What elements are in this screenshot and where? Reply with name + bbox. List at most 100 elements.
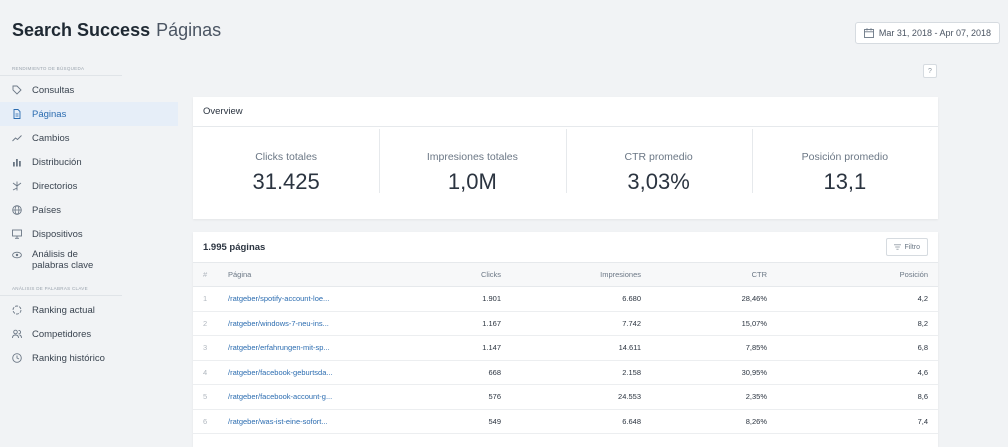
metric-label: Clicks totales — [255, 151, 318, 163]
overview-card: Overview Clicks totales 31.425 Impresion… — [193, 97, 938, 219]
page-link[interactable]: /ratgeber/facebook-account-g... — [228, 392, 333, 402]
sidebar-item-directorios[interactable]: Directorios — [0, 174, 178, 198]
page-link[interactable]: /ratgeber/was-ist-eine-sofort... — [228, 416, 328, 426]
sidebar-item-label: Páginas — [32, 108, 67, 120]
metric-value: 3,03% — [627, 169, 690, 194]
row-number: 3 — [193, 335, 228, 361]
cell-position: 8,6 — [767, 384, 938, 410]
table-toolbar: 1.995 páginas Filtro — [193, 232, 938, 262]
cell-ctr: 15,07% — [641, 311, 767, 336]
monitor-icon — [12, 229, 22, 239]
row-number: 5 — [193, 384, 228, 410]
sidebar-item-dispositivos[interactable]: Dispositivos — [0, 222, 178, 246]
date-range-label: Mar 31, 2018 - Apr 07, 2018 — [878, 28, 991, 38]
column-header-impressions[interactable]: Impresiones — [600, 270, 641, 279]
metric-total-impressions: Impresiones totales 1,0M — [379, 129, 565, 195]
help-button[interactable]: ? — [923, 64, 937, 78]
filter-label: Filtro — [904, 243, 920, 251]
sidebar-item-label: Competidores — [32, 328, 92, 340]
cell-impressions: 24.553 — [501, 384, 641, 410]
sidebar-item-label: Consultas — [32, 84, 75, 96]
sidebar-item-label: Directorios — [32, 180, 78, 192]
document-icon — [12, 109, 22, 119]
metric-total-clicks: Clicks totales 31.425 — [193, 151, 379, 195]
row-number: 1 — [193, 286, 228, 312]
sidebar-item-ranking-historico[interactable]: Ranking histórico — [0, 346, 178, 370]
directory-icon — [12, 181, 22, 191]
sidebar-item-cambios[interactable]: Cambios — [0, 126, 178, 150]
sidebar-item-label: Dispositivos — [32, 228, 83, 240]
sidebar-item-distribucion[interactable]: Distribución — [0, 150, 178, 174]
cell-position: 4,6 — [767, 360, 938, 385]
globe-icon — [12, 205, 22, 215]
sidebar-item-competidores[interactable]: Competidores — [0, 322, 178, 346]
sidebar-item-label: Análisis de palabras clave — [32, 249, 94, 271]
table-row: 6 /ratgeber/was-ist-eine-sofort... 549 6… — [193, 409, 938, 434]
column-header-position[interactable]: Posición — [899, 270, 928, 279]
table-row: 1 /ratgeber/spotify-account-loe... 1.901… — [193, 286, 938, 312]
metric-avg-position: Posición promedio 13,1 — [751, 129, 938, 195]
clock-icon — [12, 353, 22, 363]
sidebar-item-paises[interactable]: Países — [0, 198, 178, 222]
column-header-page[interactable]: Página — [228, 270, 252, 279]
cell-ctr: 2,35% — [641, 384, 767, 410]
table-row: 3 /ratgeber/erfahrungen-mit-sp... 1.147 … — [193, 335, 938, 361]
overview-title: Overview — [193, 97, 938, 127]
page-link[interactable]: /ratgeber/facebook-geburtsda... — [228, 367, 333, 377]
cell-clicks: 549 — [408, 409, 501, 434]
cell-impressions: 2.158 — [501, 360, 641, 385]
pages-count-number: 1.995 — [203, 241, 227, 253]
sidebar-item-consultas[interactable]: Consultas — [0, 78, 178, 102]
sidebar-item-ranking-actual[interactable]: Ranking actual — [0, 298, 178, 322]
table-row: 4 /ratgeber/facebook-geburtsda... 668 2.… — [193, 360, 938, 385]
column-header-clicks[interactable]: Clicks — [481, 270, 501, 279]
sidebar-item-label: Ranking actual — [32, 304, 95, 316]
cell-position: 7,4 — [767, 409, 938, 434]
cell-impressions: 14.611 — [501, 335, 641, 361]
cell-clicks: 1.147 — [408, 335, 501, 361]
row-number: 4 — [193, 360, 228, 385]
column-header-number[interactable]: # — [203, 270, 208, 279]
ranking-icon — [12, 305, 22, 315]
cell-ctr: 8,26% — [641, 409, 767, 434]
page-link[interactable]: /ratgeber/windows-7-neu-ins... — [228, 318, 329, 328]
column-header-ctr[interactable]: CTR — [751, 270, 767, 279]
metric-value: 13,1 — [823, 169, 867, 194]
calendar-icon — [863, 28, 874, 38]
metric-label: Impresiones totales — [426, 151, 518, 163]
sidebar-item-label: Cambios — [32, 132, 70, 144]
sidebar-group-heading-keywords: ANÁLISIS DE PALABRAS CLAVE — [0, 280, 122, 296]
cell-clicks: 668 — [408, 360, 501, 385]
page-link[interactable]: /ratgeber/spotify-account-loe... — [228, 294, 330, 304]
sidebar-item-paginas[interactable]: Páginas — [0, 102, 178, 126]
cell-position: 6,8 — [767, 335, 938, 361]
app-brand: Search Success — [12, 20, 151, 40]
filter-icon — [894, 244, 902, 250]
metric-label: CTR promedio — [624, 151, 693, 163]
cell-clicks: 576 — [408, 384, 501, 410]
page-link[interactable]: /ratgeber/erfahrungen-mit-sp... — [228, 343, 330, 353]
pages-table: # Página Clicks Impresiones CTR Posición… — [193, 262, 938, 434]
sidebar-item-label: Países — [32, 204, 62, 216]
cell-ctr: 7,85% — [641, 335, 767, 361]
metric-avg-ctr: CTR promedio 3,03% — [565, 129, 752, 195]
sidebar-group-heading-performance: RENDIMIENTO DE BÚSQUEDA — [0, 60, 122, 76]
pages-count: 1.995 páginas — [203, 242, 265, 253]
row-number: 2 — [193, 311, 228, 336]
table-row: 2 /ratgeber/windows-7-neu-ins... 1.167 7… — [193, 311, 938, 336]
filter-button[interactable]: Filtro — [886, 238, 928, 256]
tag-icon — [12, 85, 22, 95]
page-title: Search Success Páginas — [12, 20, 221, 41]
metric-value: 31.425 — [252, 169, 320, 194]
pages-count-word: páginas — [229, 241, 266, 253]
sidebar-item-analisis-palabras-clave[interactable]: Análisis de palabras clave — [0, 246, 178, 280]
cell-impressions: 6.680 — [501, 286, 641, 312]
competitors-icon — [12, 329, 22, 339]
section-title: Páginas — [156, 20, 222, 40]
date-range-picker[interactable]: Mar 31, 2018 - Apr 07, 2018 — [854, 22, 1000, 44]
sidebar-item-label: Distribución — [32, 156, 82, 168]
sidebar: RENDIMIENTO DE BÚSQUEDA Consultas Página… — [0, 60, 178, 370]
cell-position: 8,2 — [767, 311, 938, 336]
cell-position: 4,2 — [767, 286, 938, 312]
trend-icon — [12, 133, 22, 143]
